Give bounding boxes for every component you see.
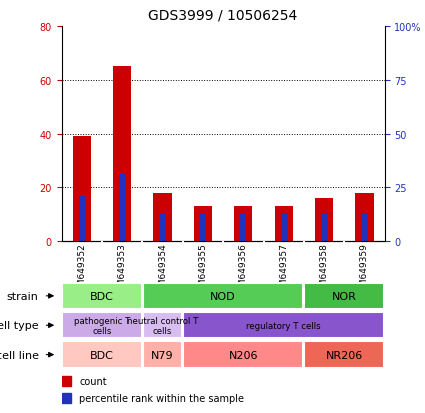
FancyBboxPatch shape	[62, 283, 142, 309]
FancyBboxPatch shape	[143, 283, 303, 309]
Bar	[62, 376, 71, 387]
FancyBboxPatch shape	[304, 342, 384, 368]
Text: GSM649356: GSM649356	[239, 243, 248, 297]
Bar	[119, 175, 125, 242]
Bar	[159, 214, 166, 242]
FancyBboxPatch shape	[62, 342, 142, 368]
Text: cell type: cell type	[0, 320, 39, 330]
Text: NOR: NOR	[332, 291, 357, 301]
Bar	[194, 206, 212, 242]
Bar	[62, 393, 71, 403]
Text: GSM649355: GSM649355	[198, 243, 207, 297]
Text: GSM649357: GSM649357	[279, 243, 288, 297]
Text: BDC: BDC	[90, 350, 114, 360]
Text: N79: N79	[151, 350, 174, 360]
Text: pathogenic T
cells: pathogenic T cells	[74, 316, 130, 335]
Text: neutral control T
cells: neutral control T cells	[127, 316, 198, 335]
Text: GSM649354: GSM649354	[158, 243, 167, 297]
Bar	[361, 214, 368, 242]
Text: BDC: BDC	[90, 291, 114, 301]
FancyBboxPatch shape	[62, 312, 142, 339]
Bar	[234, 206, 252, 242]
Bar	[153, 193, 172, 242]
FancyBboxPatch shape	[143, 342, 182, 368]
Bar	[200, 214, 206, 242]
Text: percentile rank within the sample: percentile rank within the sample	[79, 393, 244, 403]
Text: GSM649359: GSM649359	[360, 243, 369, 297]
Bar	[280, 214, 287, 242]
Bar	[275, 206, 293, 242]
FancyBboxPatch shape	[183, 312, 384, 339]
Text: GSM649358: GSM649358	[320, 243, 329, 297]
FancyBboxPatch shape	[143, 312, 182, 339]
Text: NR206: NR206	[326, 350, 363, 360]
Bar	[79, 197, 85, 242]
Text: count: count	[79, 376, 107, 386]
Text: strain: strain	[7, 291, 39, 301]
Bar	[73, 137, 91, 242]
Text: GSM649352: GSM649352	[77, 243, 86, 297]
Bar	[240, 214, 246, 242]
Text: N206: N206	[229, 350, 258, 360]
FancyBboxPatch shape	[183, 342, 303, 368]
Text: NOD: NOD	[210, 291, 236, 301]
Text: GSM649353: GSM649353	[118, 243, 127, 297]
Bar	[113, 67, 131, 242]
FancyBboxPatch shape	[304, 283, 384, 309]
Text: cell line: cell line	[0, 350, 39, 360]
Title: GDS3999 / 10506254: GDS3999 / 10506254	[148, 9, 298, 23]
Bar	[355, 193, 374, 242]
Bar	[321, 214, 327, 242]
Text: regulatory T cells: regulatory T cells	[246, 321, 321, 330]
Bar	[315, 199, 333, 242]
